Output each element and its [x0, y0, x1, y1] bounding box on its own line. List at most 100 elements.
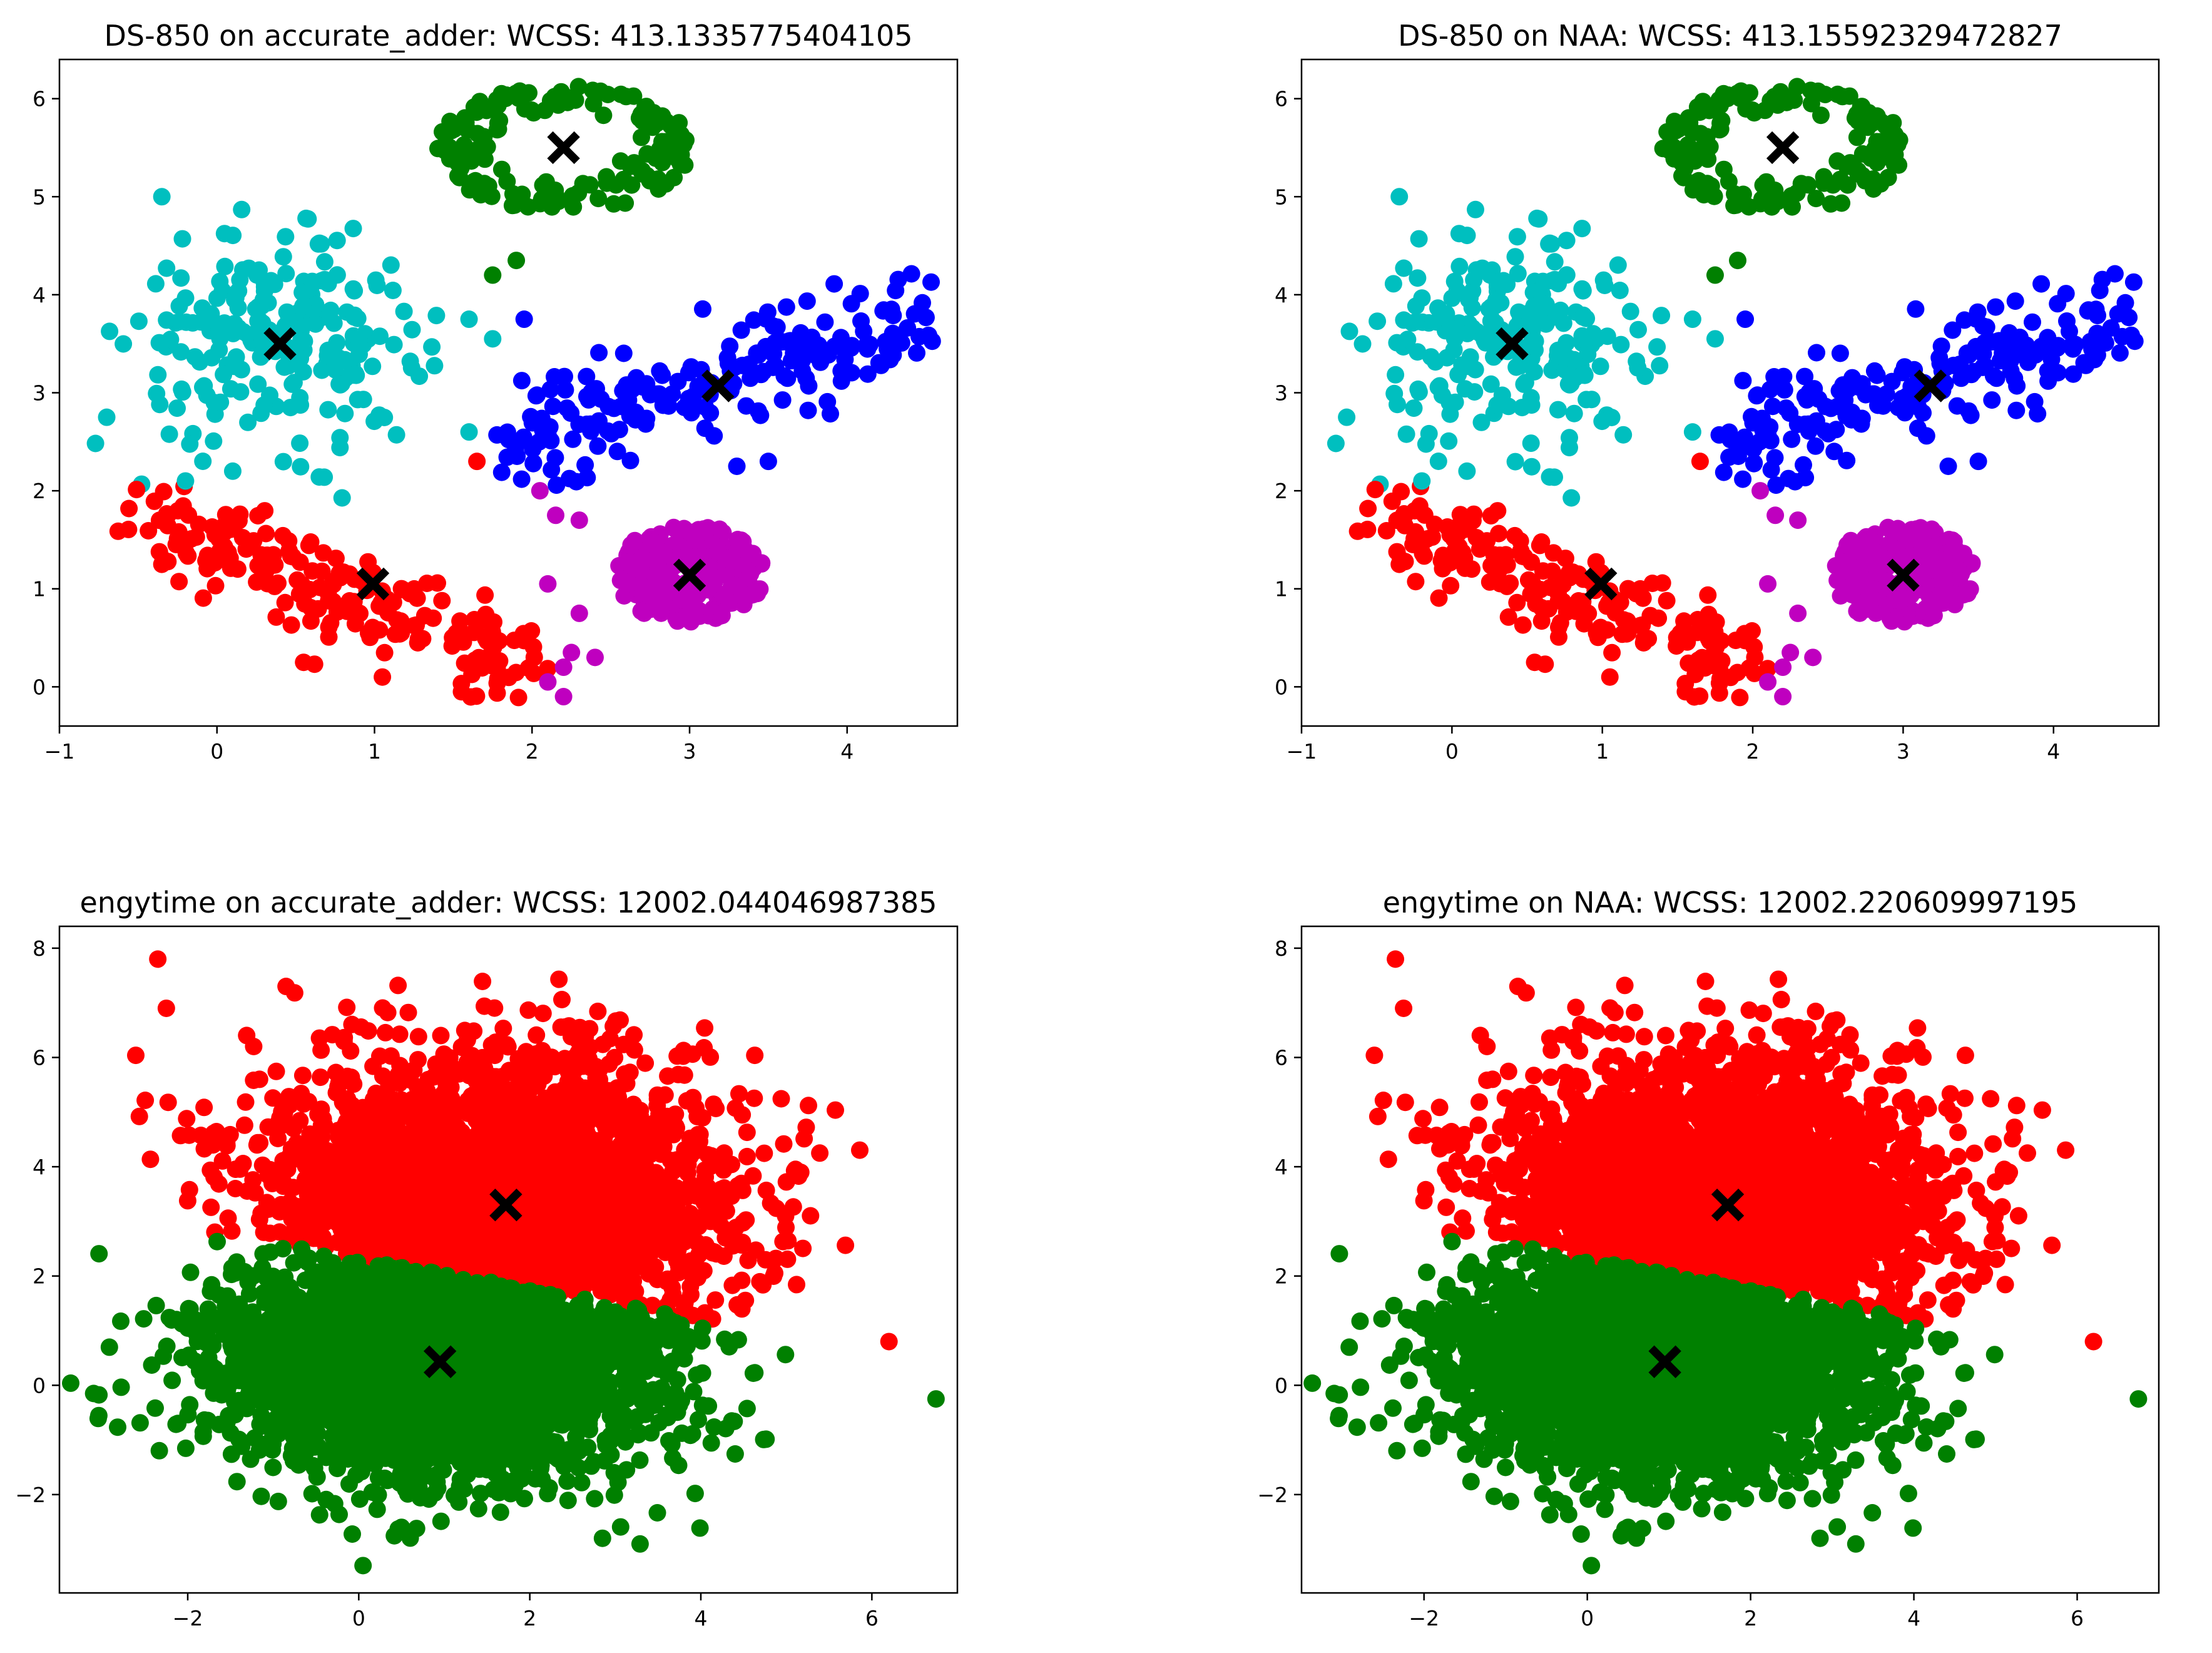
- data-point: [571, 1019, 589, 1036]
- data-point: [510, 688, 528, 706]
- data-point: [461, 310, 478, 328]
- data-point: [319, 401, 337, 419]
- data-point: [275, 359, 293, 376]
- data-point: [668, 1231, 685, 1248]
- data-point: [373, 1239, 390, 1257]
- y-tick-label: 5: [1275, 185, 1288, 209]
- data-point: [701, 404, 719, 422]
- data-point: [1880, 519, 1897, 537]
- data-point: [410, 1028, 427, 1045]
- data-point: [539, 1214, 556, 1232]
- data-point: [1450, 258, 1468, 275]
- data-point: [511, 1067, 529, 1084]
- data-point: [1507, 359, 1525, 376]
- data-point: [462, 688, 479, 706]
- data-point: [275, 453, 292, 471]
- data-point: [322, 302, 340, 319]
- data-point: [433, 592, 451, 610]
- data-point: [643, 1261, 660, 1279]
- data-point: [589, 1003, 606, 1020]
- data-point: [1829, 86, 1847, 103]
- data-point: [169, 502, 186, 519]
- data-point: [1367, 481, 1384, 498]
- data-point: [507, 252, 525, 269]
- data-point: [1598, 622, 1616, 639]
- data-point: [245, 1072, 262, 1089]
- data-point: [589, 438, 606, 455]
- data-point: [1574, 308, 1592, 325]
- data-point: [917, 309, 935, 326]
- data-point: [172, 1127, 190, 1144]
- data-point: [1817, 398, 1835, 416]
- data-point: [566, 1155, 584, 1173]
- data-point: [580, 1050, 598, 1068]
- data-point: [589, 1086, 607, 1103]
- data-point: [1509, 228, 1526, 245]
- data-point: [778, 299, 795, 316]
- data-point: [506, 197, 523, 214]
- data-point: [794, 1240, 812, 1257]
- data-point: [260, 294, 277, 312]
- data-point: [449, 155, 467, 172]
- data-point: [464, 1236, 482, 1253]
- data-point: [775, 1135, 793, 1153]
- data-point: [471, 1184, 489, 1202]
- data-point: [1822, 195, 1840, 213]
- data-point: [291, 434, 308, 452]
- data-point: [1764, 397, 1781, 415]
- data-point: [547, 506, 564, 524]
- data-point: [837, 1237, 854, 1254]
- data-point: [556, 368, 573, 386]
- data-point: [329, 232, 346, 249]
- subplot-1: DS-850 on accurate_adder: WCSS: 413.1335…: [33, 19, 957, 764]
- data-point: [648, 386, 666, 403]
- data-point: [205, 432, 222, 450]
- x-tick-label: 4: [840, 739, 854, 764]
- data-point: [749, 580, 767, 598]
- data-point: [612, 571, 629, 589]
- centroid-marker: [1772, 137, 1793, 158]
- data-point: [317, 1175, 335, 1193]
- data-point: [1955, 545, 1972, 562]
- data-point: [675, 1256, 692, 1274]
- data-point: [659, 1067, 676, 1085]
- data-point: [2058, 312, 2076, 330]
- data-point: [272, 1196, 290, 1214]
- data-point: [1509, 265, 1527, 282]
- data-point: [1812, 106, 1830, 124]
- data-point: [546, 1083, 564, 1101]
- data-point: [202, 1199, 220, 1216]
- data-point: [1838, 452, 1855, 469]
- subplot-3: engytime on accurate_adder: WCSS: 12002.…: [15, 886, 957, 1630]
- data-point: [546, 1110, 563, 1128]
- data-point: [441, 1056, 459, 1073]
- data-point: [615, 345, 633, 362]
- data-point: [489, 684, 506, 702]
- data-point: [282, 548, 300, 565]
- data-point: [1817, 422, 1834, 440]
- data-point: [355, 391, 372, 408]
- data-point: [1392, 483, 1410, 501]
- data-point: [1711, 684, 1728, 702]
- data-point: [575, 1263, 593, 1281]
- data-point: [228, 285, 245, 302]
- data-point: [628, 369, 645, 387]
- data-point: [700, 1210, 718, 1227]
- data-point: [1558, 232, 1576, 249]
- data-point: [590, 1134, 608, 1151]
- data-point: [2064, 335, 2082, 352]
- data-point: [2002, 351, 2020, 369]
- data-point: [239, 414, 257, 431]
- data-point: [1706, 267, 1724, 284]
- data-point: [1930, 349, 1948, 367]
- data-point: [1354, 335, 1372, 353]
- data-point: [549, 96, 567, 114]
- data-point: [1424, 528, 1441, 546]
- data-point: [1690, 172, 1708, 190]
- data-point: [793, 351, 811, 369]
- data-point: [1507, 248, 1524, 265]
- data-point: [581, 176, 599, 193]
- data-point: [427, 307, 445, 324]
- cluster-red: [1349, 478, 1776, 706]
- data-point: [87, 435, 104, 453]
